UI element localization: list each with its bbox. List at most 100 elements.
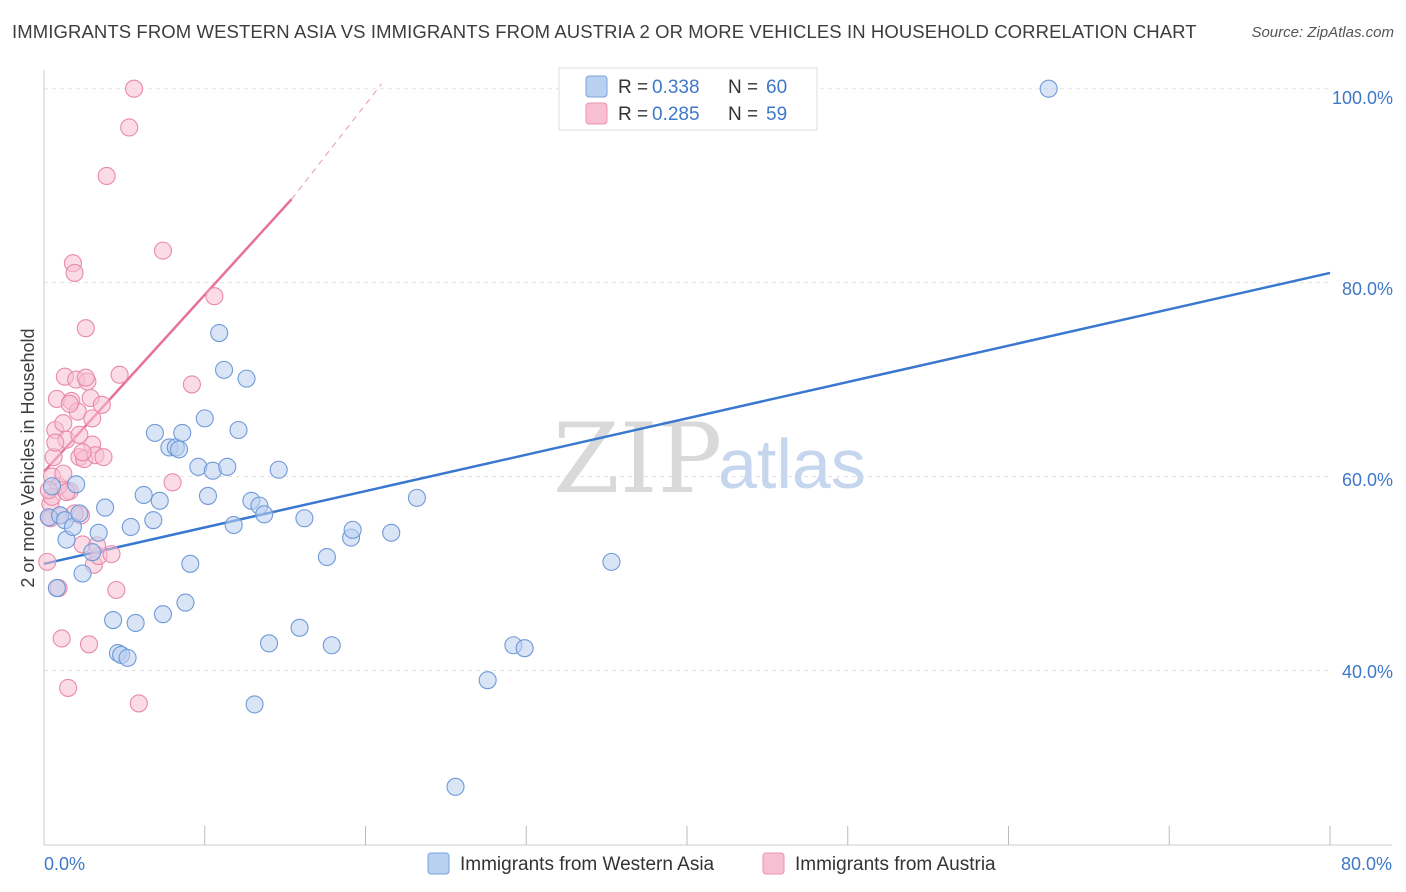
western-asia-point-20 [144, 511, 163, 530]
austria-point-43 [205, 287, 224, 306]
western-asia-point-32 [198, 486, 218, 505]
y-tick-label-80: 80.0% [1342, 279, 1393, 299]
austria-point-45 [60, 394, 79, 413]
austria-point-37 [120, 118, 139, 137]
bottom-legend-label-austria: Immigrants from Austria [795, 854, 996, 875]
series-western-asia-points [39, 79, 1058, 796]
legend-swatch-austria [585, 102, 608, 125]
austria-point-51 [54, 464, 73, 483]
western-asia-point-38 [229, 420, 248, 440]
bottom-legend-label-western-asia: Immigrants from Western Asia [460, 854, 715, 875]
legend-r-value-austria: 0.285 [652, 104, 700, 125]
western-asia-point-13 [104, 610, 123, 630]
y-axis-label: 2 or more Vehicles in Household [18, 328, 38, 587]
watermark-atlas: atlas [718, 425, 866, 503]
x-tick-label-80: 80.0% [1341, 854, 1392, 874]
western-asia-point-51 [343, 520, 362, 539]
stats-legend: R = 0.338 N = 60 R = 0.285 N = 59 [558, 67, 818, 131]
y-tick-label-40: 40.0% [1342, 662, 1393, 682]
western-asia-point-10 [83, 543, 102, 562]
austria-point-39 [129, 694, 148, 713]
legend-n-label-western-asia: N = [728, 77, 758, 98]
western-asia-point-46 [290, 618, 309, 637]
trend-line-austria [43, 198, 293, 473]
bottom-legend-swatch-austria [762, 852, 785, 875]
austria-point-50 [46, 433, 65, 452]
legend-r-label-austria: R = [618, 104, 648, 125]
western-asia-point-41 [245, 695, 264, 714]
austria-point-57 [94, 448, 113, 467]
western-asia-point-43 [255, 505, 274, 524]
watermark-zip: ZIP [553, 403, 722, 515]
western-asia-point-39 [237, 369, 256, 388]
western-asia-point-54 [446, 777, 465, 796]
austria-point-33 [97, 166, 116, 186]
western-asia-point-52 [382, 523, 401, 542]
austria-point-26 [79, 635, 99, 654]
legend-n-value-austria: 59 [766, 104, 787, 125]
legend-swatch-western-asia [585, 75, 608, 98]
chart-title: IMMIGRANTS FROM WESTERN ASIA VS IMMIGRAN… [12, 21, 1197, 42]
western-asia-point-59 [1039, 79, 1058, 98]
western-asia-point-31 [195, 409, 214, 428]
legend-r-label-western-asia: R = [618, 77, 648, 98]
western-asia-point-28 [176, 593, 195, 612]
austria-point-52 [73, 443, 92, 462]
western-asia-point-22 [150, 491, 169, 510]
source-label: Source: ZipAtlas.com [1251, 24, 1394, 41]
western-asia-point-48 [317, 547, 336, 567]
austria-point-38 [124, 79, 144, 98]
western-asia-point-55 [478, 671, 497, 690]
austria-point-13 [59, 678, 78, 697]
western-asia-point-12 [96, 498, 115, 517]
y-tick-label-100: 100.0% [1332, 88, 1393, 108]
austria-point-41 [163, 473, 182, 492]
austria-point-40 [153, 241, 173, 260]
western-asia-point-8 [70, 504, 89, 523]
y-tick-label-60: 60.0% [1342, 470, 1393, 490]
austria-point-32 [92, 395, 111, 414]
austria-point-9 [52, 629, 71, 648]
western-asia-point-2 [47, 579, 66, 598]
x-tick-label-0: 0.0% [44, 854, 85, 874]
western-asia-point-19 [134, 485, 153, 505]
western-asia-point-57 [515, 639, 534, 658]
western-asia-point-45 [269, 460, 288, 479]
western-asia-point-7 [67, 475, 86, 494]
x-axis-ticks [204, 826, 1331, 845]
austria-point-42 [182, 375, 201, 394]
austria-point-46 [70, 425, 89, 444]
western-asia-point-29 [181, 554, 200, 573]
western-asia-point-49 [322, 636, 341, 655]
gridlines [44, 88, 1330, 671]
western-asia-point-26 [169, 440, 189, 459]
western-asia-point-23 [153, 605, 173, 624]
austria-point-10 [54, 414, 73, 433]
western-asia-point-58 [602, 552, 621, 571]
austria-point-0 [38, 552, 57, 571]
western-asia-point-21 [145, 423, 164, 442]
western-asia-point-17 [121, 517, 140, 537]
series-legend: Immigrants from Western Asia Immigrants … [427, 852, 996, 875]
austria-point-47 [83, 409, 102, 428]
western-asia-point-9 [73, 564, 92, 583]
western-asia-point-1 [42, 477, 62, 496]
western-asia-point-35 [214, 360, 234, 379]
austria-point-36 [110, 365, 129, 384]
austria-point-17 [65, 263, 84, 282]
western-asia-point-27 [173, 423, 192, 442]
western-asia-point-36 [218, 457, 237, 476]
western-asia-point-47 [295, 509, 314, 528]
austria-point-24 [76, 319, 95, 338]
western-asia-point-16 [118, 648, 137, 667]
western-asia-point-11 [89, 523, 108, 542]
austria-point-34 [102, 545, 121, 564]
legend-r-value-western-asia: 0.338 [652, 77, 700, 98]
legend-n-label-austria: N = [728, 104, 758, 125]
western-asia-point-18 [126, 613, 145, 633]
western-asia-point-53 [407, 488, 426, 507]
western-asia-point-37 [224, 515, 243, 535]
austria-point-35 [107, 580, 126, 600]
trend-line-austria-extension [291, 83, 383, 200]
